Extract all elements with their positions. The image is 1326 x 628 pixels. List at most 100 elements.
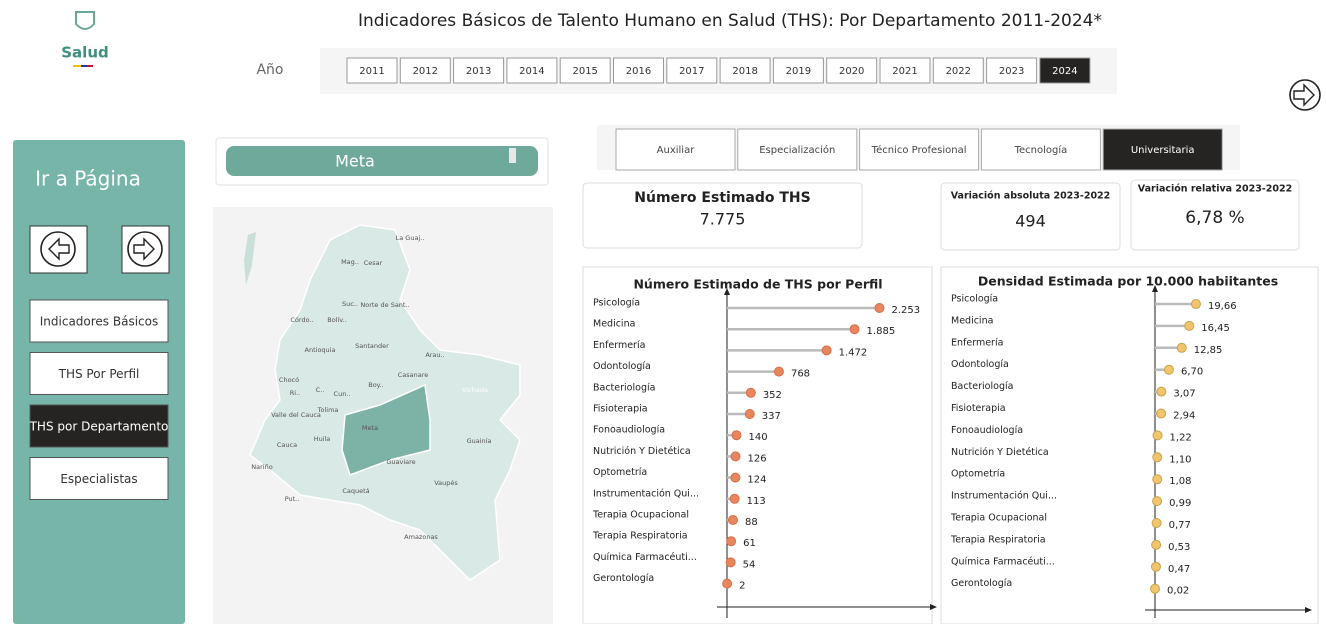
chart-box (582, 266, 933, 625)
year-button[interactable] (613, 57, 664, 84)
slicer-pill[interactable] (226, 146, 538, 176)
lollipop-dot (722, 578, 733, 589)
arrow-icon[interactable] (48, 237, 70, 261)
nav-button-label[interactable]: Indicadores Básicos (40, 315, 159, 329)
map-region-label: Cauca (277, 441, 297, 449)
year-button[interactable] (986, 57, 1038, 84)
tab-button-label[interactable]: Universitaria (1131, 145, 1195, 156)
lollipop-dot (1176, 342, 1187, 353)
value-label: 124 (747, 475, 766, 486)
category-label: Nutrición Y Dietética (951, 447, 1049, 458)
nav-button[interactable] (29, 299, 169, 343)
map-region-label: Caquetá (342, 487, 369, 495)
kpi-value: 494 (1015, 212, 1046, 231)
category-label: Fonoaudiología (951, 425, 1023, 436)
kpi-card (582, 182, 863, 249)
arrow-circle[interactable] (40, 231, 76, 267)
tab-button[interactable] (859, 128, 980, 171)
lollipop-dot (1152, 496, 1163, 507)
value-label: 19,66 (1208, 301, 1237, 312)
value-label: 3,07 (1173, 389, 1195, 400)
year-button[interactable] (879, 57, 931, 84)
year-button-label[interactable]: 2013 (466, 66, 491, 77)
year-button[interactable] (772, 57, 824, 84)
nav-forward-box[interactable] (121, 225, 170, 274)
lollipop-dot (874, 303, 885, 313)
lollipop-dot (727, 515, 738, 525)
lollipop-dot (1150, 583, 1161, 594)
year-button-label[interactable]: 2019 (786, 66, 811, 77)
category-label: Odontología (593, 361, 651, 372)
year-button[interactable] (932, 57, 984, 84)
year-button[interactable] (399, 57, 451, 84)
year-button[interactable] (1039, 57, 1091, 84)
tab-button-label[interactable]: Tecnología (1014, 144, 1068, 156)
year-button[interactable] (346, 57, 398, 84)
year-button-label[interactable]: 2014 (519, 66, 544, 77)
category-label: Fisioterapia (951, 403, 1006, 414)
nav-button[interactable] (29, 352, 169, 395)
tab-button[interactable] (737, 128, 858, 171)
map-selected-region[interactable] (341, 383, 431, 476)
tab-button-label[interactable]: Técnico Profesional (871, 144, 967, 156)
year-button-label[interactable]: 2017 (679, 66, 704, 77)
map-region-label: Amazonas (404, 533, 438, 541)
next-page-arrow[interactable] (1289, 79, 1321, 111)
year-button-label[interactable]: 2020 (839, 66, 864, 77)
value-label: 6,70 (1181, 367, 1203, 378)
year-button[interactable] (719, 57, 771, 84)
value-label: 768 (791, 369, 810, 380)
category-label: Odontología (951, 359, 1009, 370)
arrow-icon[interactable] (133, 237, 155, 261)
tab-button-label[interactable]: Auxiliar (657, 145, 696, 156)
year-button[interactable] (826, 57, 878, 84)
nav-button-label[interactable]: THS por Departamento (29, 420, 169, 434)
category-label: Enfermería (951, 337, 1003, 348)
lollipop-dot (773, 366, 784, 377)
nav-back[interactable] (29, 225, 88, 274)
year-button[interactable] (666, 57, 718, 84)
year-button-label[interactable]: 2024 (1052, 66, 1077, 77)
map-island (244, 232, 256, 285)
arrow-circle[interactable] (127, 231, 163, 267)
tab-button[interactable] (980, 128, 1101, 171)
value-label: 1,10 (1169, 454, 1191, 465)
axis-arrow (930, 604, 937, 610)
year-button[interactable] (506, 57, 558, 84)
year-button-label[interactable]: 2016 (626, 66, 651, 77)
category-label: Optometría (593, 467, 647, 478)
map-region-label: Vaupés (434, 479, 458, 487)
nav-button-label[interactable]: Especialistas (60, 472, 137, 486)
year-button-label[interactable]: 2012 (413, 66, 438, 77)
value-label: 61 (743, 538, 756, 549)
year-button-label[interactable]: 2021 (892, 66, 917, 77)
year-button-label[interactable]: 2018 (732, 66, 757, 77)
category-label: Instrumentación Qui... (593, 488, 699, 499)
arrow-icon[interactable] (1293, 83, 1315, 107)
lollipop-dot (730, 472, 741, 483)
tab-button[interactable] (615, 128, 736, 171)
chart-title: Número Estimado de THS por Perfil (633, 277, 882, 292)
map-region-label: Ri.. (290, 389, 300, 397)
arrow-circle[interactable] (1289, 79, 1321, 111)
year-button-label[interactable]: 2022 (946, 66, 971, 77)
category-label: Fonoaudiología (593, 425, 665, 436)
year-button-label[interactable]: 2023 (999, 66, 1024, 77)
nav-back-box[interactable] (29, 225, 88, 274)
year-button-label[interactable]: 2015 (572, 66, 597, 77)
tab-button[interactable] (1102, 128, 1223, 171)
kpi-card (940, 182, 1121, 251)
year-button-label[interactable]: 2011 (359, 66, 384, 77)
kpi-title: Variación absoluta 2023-2022 (951, 191, 1111, 202)
value-label: 88 (745, 517, 758, 528)
nav-button-label[interactable]: THS Por Perfil (58, 367, 140, 381)
map-region-label: Put.. (285, 495, 300, 503)
value-label: 113 (747, 496, 766, 507)
nav-button[interactable] (29, 457, 169, 500)
year-button[interactable] (559, 57, 611, 84)
nav-forward[interactable] (121, 225, 170, 274)
year-button[interactable] (453, 57, 505, 84)
nav-button[interactable] (29, 404, 169, 448)
tab-button-label[interactable]: Especialización (759, 144, 835, 156)
value-label: 12,85 (1194, 345, 1223, 356)
